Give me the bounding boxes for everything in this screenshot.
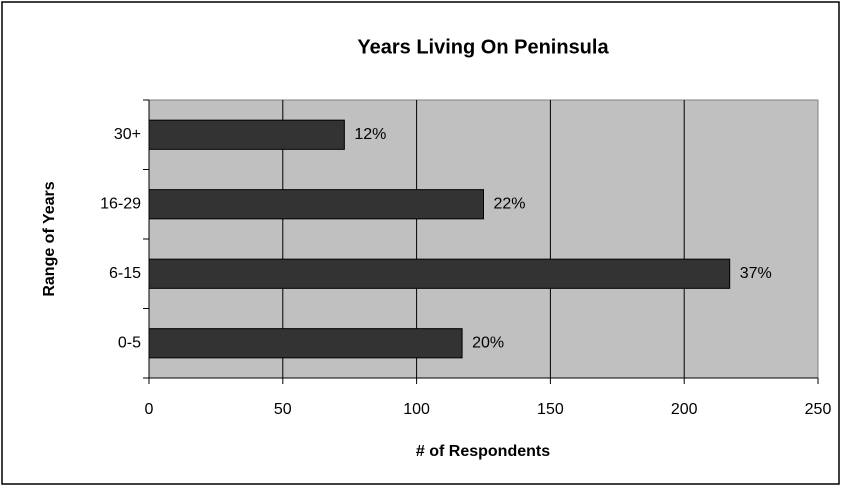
- x-tick-label: 0: [145, 401, 154, 418]
- x-tick-label: 200: [671, 401, 698, 418]
- data-label: 20%: [472, 334, 504, 351]
- y-tick-label: 6-15: [109, 265, 141, 282]
- x-tick-label: 50: [274, 401, 292, 418]
- chart-title: Years Living On Peninsula: [357, 36, 609, 58]
- x-tick-label: 250: [805, 401, 832, 418]
- bar: [148, 328, 463, 359]
- x-tick-label: 100: [403, 401, 430, 418]
- y-axis-label: Range of Years: [41, 181, 58, 296]
- bar: [148, 119, 345, 150]
- bar: [148, 189, 484, 220]
- y-tick-label: 30+: [114, 126, 141, 143]
- y-tick-label: 0-5: [118, 334, 141, 351]
- x-axis-label: # of Respondents: [416, 443, 550, 460]
- data-label: 22%: [494, 195, 526, 212]
- bar: [148, 258, 731, 289]
- data-label: 37%: [740, 265, 772, 282]
- x-tick-label: 150: [537, 401, 564, 418]
- data-label: 12%: [354, 126, 386, 143]
- y-tick-label: 16-29: [100, 195, 141, 212]
